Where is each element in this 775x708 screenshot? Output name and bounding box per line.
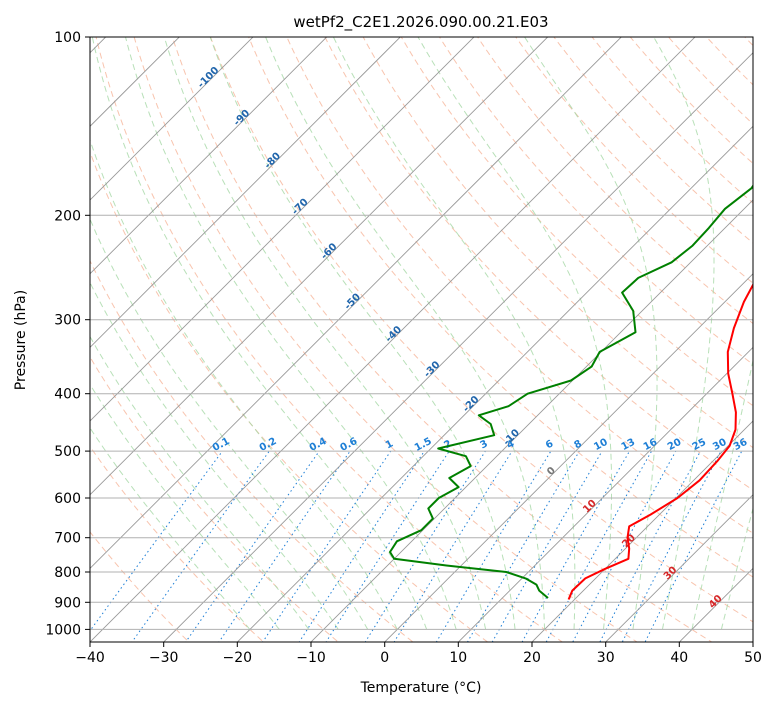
x-tick-label: −20 (223, 650, 253, 666)
dry-adiabat-line (90, 356, 339, 642)
mixing-ratio-label: 4 (505, 438, 516, 451)
x-tick-label: 10 (449, 650, 467, 666)
y-tick-label: 500 (54, 444, 81, 460)
temperature-profile-line (567, 282, 753, 600)
y-tick-label: 200 (54, 208, 81, 224)
dry-adiabat-line (171, 37, 713, 642)
mixing-ratio-line (491, 450, 603, 642)
dry-adiabat-line (133, 37, 638, 642)
mixing-ratio-label: 8 (573, 438, 584, 451)
dewpoint-profile-line (389, 184, 753, 599)
mixing-ratio-line (435, 450, 552, 642)
y-tick-label: 600 (54, 491, 81, 507)
dry-adiabat-line (400, 37, 753, 407)
x-axis: −40 −30 −20 −10 0 10 20 30 40 50 (75, 642, 762, 666)
moist-adiabat-line (91, 37, 428, 630)
isotherm-line (384, 273, 753, 642)
y-tick-label: 100 (54, 30, 81, 46)
dry-adiabat-line (286, 37, 753, 534)
isotherm-line (90, 37, 328, 275)
isotherm-line (457, 346, 753, 642)
isotherm-line (605, 494, 753, 642)
x-tick-label: −40 (75, 650, 105, 666)
isotherm-line (163, 52, 753, 642)
isotherm-line (310, 199, 753, 642)
y-tick-label: 800 (54, 565, 81, 581)
mixing-ratio-line (364, 450, 486, 642)
y-tick-label: 400 (54, 387, 81, 403)
moist-adiabat-line (209, 37, 516, 630)
dry-adiabat-line (209, 37, 753, 623)
mixing-ratio-label: 6 (544, 438, 555, 451)
moist-adiabats (90, 37, 753, 630)
y-axis-title: Pressure (hPa) (13, 290, 29, 390)
y-tick-label: 300 (54, 313, 81, 329)
x-tick-label: −10 (296, 650, 326, 666)
profiles (389, 184, 753, 600)
isotherm-line (90, 37, 549, 496)
mixing-ratio-line (466, 450, 580, 642)
dry-adiabat-line (515, 37, 753, 284)
moist-adiabat-line (90, 138, 398, 630)
moist-adiabat-line (90, 383, 280, 630)
mixing-ratio-label: 2 (442, 438, 453, 451)
dry-adiabat-line (324, 37, 753, 491)
dry-adiabats (90, 37, 753, 642)
y-axis: 100 200 300 400 500 600 700 800 900 1000 (45, 30, 90, 638)
x-tick-label: 40 (670, 650, 688, 666)
x-tick-label: 0 (380, 650, 389, 666)
moist-adiabat-line (524, 37, 658, 630)
isotherm-line (90, 37, 622, 570)
y-tick-label: 900 (54, 595, 81, 611)
isotherm-line (236, 125, 753, 642)
moist-adiabat-line (90, 335, 310, 630)
x-axis-title: Temperature (°C) (360, 680, 482, 696)
moist-adiabat-line (720, 506, 753, 630)
isotherm-line (531, 420, 753, 642)
mixing-ratio-line (131, 450, 270, 642)
isotherm-line (90, 37, 475, 422)
isotherm-line (90, 37, 401, 348)
mixing-ratio-line (185, 450, 320, 642)
moist-adiabat-line (265, 37, 546, 630)
dry-adiabat-line (90, 259, 414, 642)
moist-adiabat-line (90, 217, 369, 630)
mixing-ratio-line (644, 450, 743, 642)
dry-adiabat-line (591, 37, 753, 204)
x-tick-label: 50 (744, 650, 762, 666)
y-tick-label: 700 (54, 531, 81, 547)
y-tick-label: 1000 (45, 622, 81, 638)
isotherms (90, 37, 753, 642)
moist-adiabat-line (417, 37, 612, 630)
chart-title: wetPf2_C2E1.2026.090.00.21.E03 (293, 13, 548, 32)
dry-adiabat-line (553, 37, 753, 244)
dry-adiabat-line (95, 37, 564, 642)
mixing-ratio-lines (90, 450, 743, 642)
moist-adiabat-line (691, 358, 753, 630)
x-tick-label: 20 (523, 650, 541, 666)
moist-adiabat-line (90, 281, 339, 630)
pressure-gridlines (90, 37, 753, 630)
dry-adiabat-line (362, 37, 753, 449)
moist-adiabat-line (125, 37, 457, 630)
plot-frame (89, 36, 754, 643)
mixing-ratio-line (393, 450, 513, 642)
mixing-ratio-line (262, 450, 392, 642)
mixing-ratio-label: 1 (384, 438, 395, 451)
mixing-ratio-line (621, 450, 722, 642)
dry-adiabat-line (90, 531, 190, 642)
mixing-ratio-label: 3 (479, 438, 490, 451)
mixing-ratio-line (90, 450, 223, 632)
x-tick-label: 30 (597, 650, 615, 666)
isotherm-line (90, 37, 254, 201)
x-tick-label: −30 (149, 650, 179, 666)
mixing-ratio-line (218, 450, 351, 642)
mixing-ratio-line (521, 450, 630, 642)
isotherm-line (90, 37, 696, 642)
moist-adiabat-line (90, 427, 251, 630)
moist-adiabat-line (653, 37, 715, 630)
moist-adiabat-line (163, 37, 487, 630)
